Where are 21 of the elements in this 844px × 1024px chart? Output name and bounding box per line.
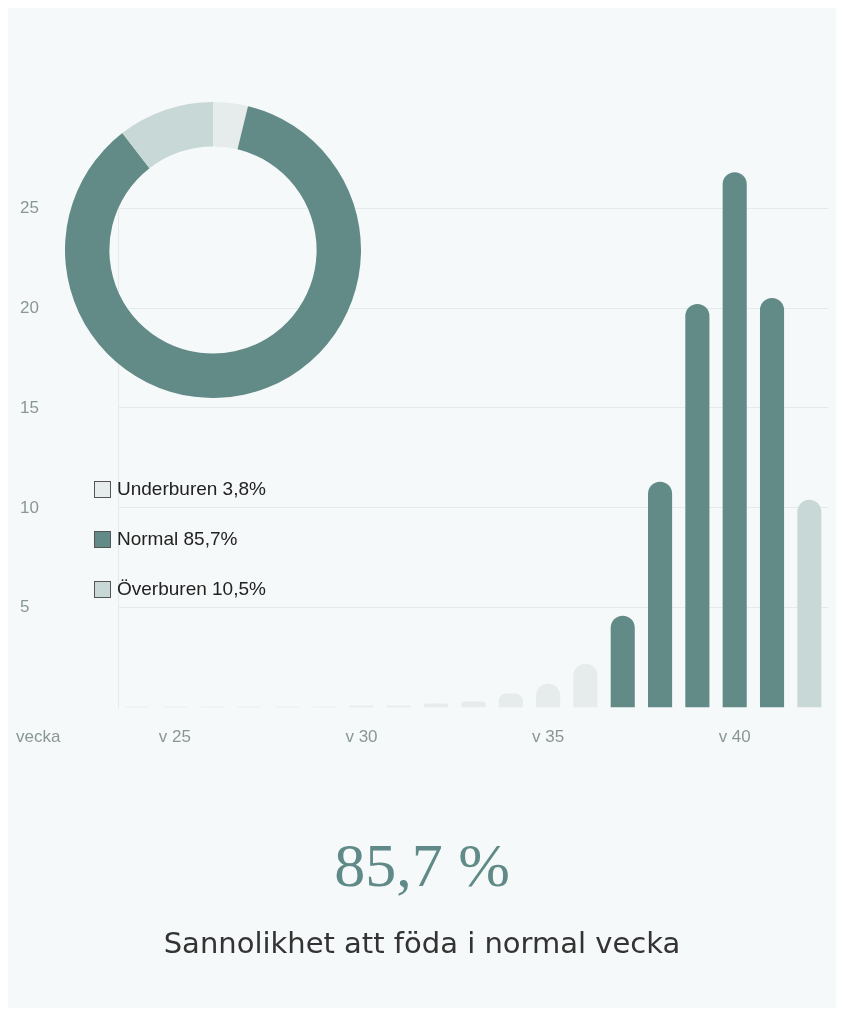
bar — [797, 499, 822, 708]
bar — [685, 304, 710, 708]
x-tick-label: v 30 — [345, 727, 378, 747]
y-tick-label: 10 — [20, 497, 39, 517]
x-tick-label: v 35 — [532, 727, 565, 747]
bar — [759, 298, 785, 708]
y-tick-label: 15 — [20, 397, 39, 417]
text: Sannolikhet att föda i normal vecka — [162, 926, 682, 960]
y-tick-label: 20 — [20, 297, 39, 317]
bar — [610, 615, 635, 708]
text: 85,7 % — [333, 830, 511, 900]
bar — [722, 172, 747, 708]
legend-label: Överburen 10,5% — [117, 578, 266, 600]
bar — [648, 481, 673, 708]
x-axis-title: vecka — [16, 727, 61, 747]
legend-label: Normal 85,7% — [117, 528, 238, 550]
y-tick-label: 5 — [20, 597, 30, 617]
x-tick-label: v 25 — [158, 727, 191, 747]
x-tick-label: v 40 — [718, 727, 751, 747]
legend-label: Underburen 3,8% — [117, 478, 266, 500]
y-tick-label: 25 — [20, 197, 39, 217]
